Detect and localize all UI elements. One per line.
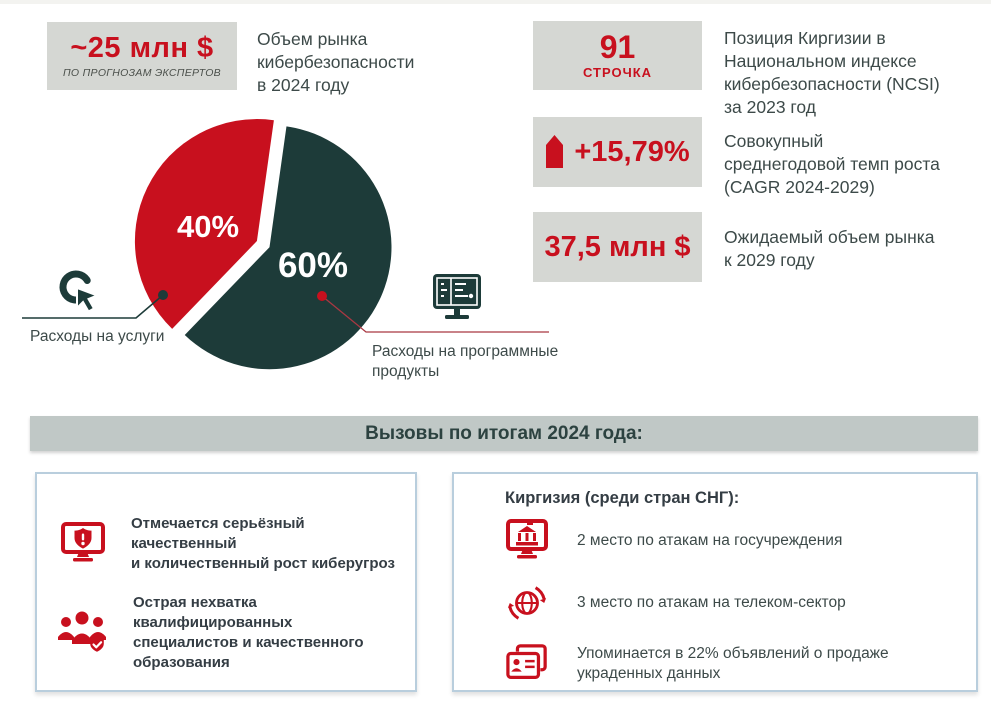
cagr-desc: Совокупный среднегодовой темп роста (CAG… xyxy=(724,131,940,198)
ncsi-badge: 91 СТРОЧКА xyxy=(533,21,702,90)
market-size-badge: ~25 млн $ ПО ПРОГНОЗАМ ЭКСПЕРТОВ xyxy=(47,22,237,90)
pie-slice-label-services: 40% xyxy=(176,209,240,244)
team-shield-check-icon xyxy=(58,611,106,652)
market-size-caption: Объем рынка кибербезопасности в 2024 год… xyxy=(257,29,415,96)
ncsi-desc: Позиция Киргизии в Национальном индексе … xyxy=(724,28,940,118)
cis-item-stolen-data: Упоминается в 22% объявлений о продаже у… xyxy=(506,640,977,688)
id-cards-icon xyxy=(506,644,547,679)
cagr-badge: +15,79% xyxy=(533,117,702,187)
cis-text-telecom: 3 место по атакам на телеком-сектор xyxy=(577,593,846,611)
globe-sync-icon xyxy=(507,586,547,620)
top-divider xyxy=(0,0,991,4)
monitor-government-icon xyxy=(506,519,548,559)
cursor-click-icon xyxy=(59,270,100,313)
cis-panel-title: Киргизия (среди стран СНГ): xyxy=(505,489,740,507)
ncsi-unit: СТРОЧКА xyxy=(582,65,653,80)
challenges-panel: Отмечается серьёзный качественный и коли… xyxy=(35,472,417,692)
stat-cagr: +15,79% Совокупный среднегодовой темп ро… xyxy=(533,117,986,199)
market-size-value: ~25 млн $ xyxy=(70,32,214,65)
cis-item-government: 2 место по атакам на госучреждения xyxy=(506,518,977,564)
challenges-banner-title: Вызовы по итогам 2024 года: xyxy=(365,422,643,444)
cagr-value: +15,79% xyxy=(574,135,690,168)
pie-chart xyxy=(134,119,392,370)
monitor-shield-alert-icon xyxy=(61,522,105,562)
forecast-2029-desc: Ожидаемый объем рынка к 2029 году xyxy=(724,227,935,271)
ncsi-value: 91 xyxy=(599,29,636,65)
challenge-item-threat-growth: Отмечается серьёзный качественный и коли… xyxy=(61,512,417,576)
challenge-item-specialists: Острая нехватка квалифицированных специа… xyxy=(57,594,419,671)
market-size-note: ПО ПРОГНОЗАМ ЭКСПЕРТОВ xyxy=(63,66,221,79)
legend-software: Расходы на программные продукты xyxy=(372,343,559,381)
cis-text-stolen-data: Упоминается в 22% объявлений о продаже у… xyxy=(577,644,889,682)
growth-arrow-icon xyxy=(546,135,564,168)
cis-text-government: 2 место по атакам на госучреждения xyxy=(577,531,843,549)
stat-2029: 37,5 млн $ Ожидаемый объем рынка к 2029 … xyxy=(533,212,986,282)
stat-ncsi: 91 СТРОЧКА Позиция Киргизии в Национальн… xyxy=(533,21,986,119)
software-monitor-icon xyxy=(433,274,481,319)
cis-panel: Киргизия (среди стран СНГ): 2 место по а… xyxy=(452,472,978,692)
forecast-2029-value: 37,5 млн $ xyxy=(544,230,691,263)
challenges-banner: Вызовы по итогам 2024 года: xyxy=(30,416,978,451)
pie-slice-label-software: 60% xyxy=(277,246,349,285)
forecast-2029-badge: 37,5 млн $ xyxy=(533,212,702,282)
legend-services: Расходы на услуги xyxy=(30,328,165,345)
challenge-text-specialists: Острая нехватка квалифицированных специа… xyxy=(133,593,364,672)
cis-item-telecom: 3 место по атакам на телеком-сектор xyxy=(506,580,977,626)
challenge-text-threat-growth: Отмечается серьёзный качественный и коли… xyxy=(131,514,395,573)
